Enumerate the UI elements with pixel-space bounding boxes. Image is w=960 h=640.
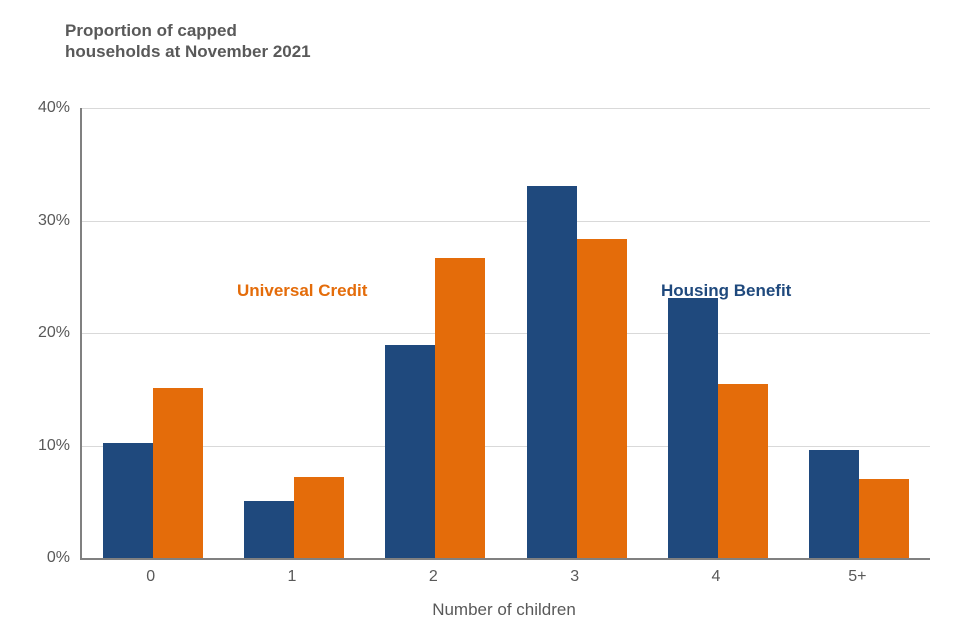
bar (809, 450, 859, 558)
gridline (82, 446, 930, 447)
bar (718, 384, 768, 558)
bar (577, 239, 627, 559)
bar (294, 477, 344, 558)
x-axis-label: Number of children (432, 600, 576, 620)
x-tick-label: 3 (570, 568, 579, 586)
chart-container: Proportion of cappedhouseholds at Novemb… (0, 0, 960, 640)
x-tick-label: 5+ (848, 568, 866, 586)
x-tick-label: 2 (429, 568, 438, 586)
gridline (82, 221, 930, 222)
x-tick-label: 1 (288, 568, 297, 586)
series-label: Housing Benefit (661, 281, 791, 301)
bar (527, 186, 577, 558)
bar (859, 479, 909, 558)
chart-title: Proportion of cappedhouseholds at Novemb… (65, 20, 311, 63)
gridline (82, 108, 930, 109)
bar (435, 258, 485, 558)
x-tick-label: 0 (146, 568, 155, 586)
bar (153, 388, 203, 558)
y-tick-label: 0% (30, 549, 70, 567)
y-tick-label: 10% (30, 437, 70, 455)
plot-area (80, 108, 930, 560)
bar (668, 298, 718, 558)
bar (385, 345, 435, 558)
gridline (82, 333, 930, 334)
x-tick-label: 4 (712, 568, 721, 586)
y-tick-label: 30% (30, 212, 70, 230)
bar (244, 501, 294, 558)
y-tick-label: 20% (30, 324, 70, 342)
y-tick-label: 40% (30, 99, 70, 117)
series-label: Universal Credit (237, 281, 367, 301)
bar (103, 443, 153, 558)
